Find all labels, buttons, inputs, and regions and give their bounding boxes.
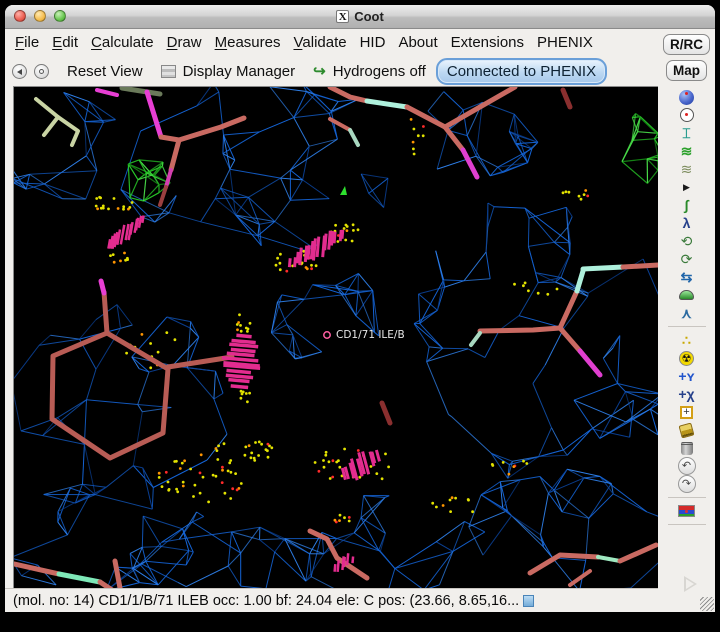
regularize-zone-icon[interactable]: ≋	[680, 161, 693, 177]
sidebar-separator	[667, 497, 706, 498]
toolbar: Reset View Display Manager ↪ Hydrogens o…	[5, 56, 715, 87]
menu-bar: File Edit Calculate Draw Measures Validate HID…	[5, 29, 715, 56]
back-arrow-icon	[16, 68, 22, 75]
delete-item-icon-shape	[680, 441, 693, 455]
jiggle-fit-icon[interactable]: ⋏	[681, 305, 692, 321]
density-mesh	[14, 87, 658, 588]
zoom-button[interactable]	[54, 10, 66, 22]
delete-item-icon[interactable]	[680, 439, 693, 457]
record-icon	[39, 69, 44, 74]
menu-item-hid[interactable]: HID	[359, 34, 386, 51]
record-view-button[interactable]	[34, 64, 49, 79]
x11-app-icon: X	[336, 10, 350, 23]
menu-item-phenix[interactable]: PHENIX	[537, 34, 593, 51]
run-script-button-inner	[686, 579, 694, 589]
view-sphere-icon-shape	[679, 89, 694, 105]
close-button[interactable]	[14, 10, 26, 22]
status-bar: (mol. no: 14) CD1/1/B/71 ILEB occ: 1.00 …	[5, 588, 667, 612]
chain-refine-icon[interactable]: λ	[682, 215, 691, 231]
menu-item-validate[interactable]: Validate	[293, 34, 347, 51]
sidebar-separator	[667, 326, 706, 327]
menu-item-draw[interactable]: Draw	[166, 34, 202, 51]
title-bar[interactable]: X Coot	[5, 5, 715, 29]
clamp-icon[interactable]: ⌶	[682, 125, 691, 141]
sidebar-icon-stack: ⌶ ≋ ≋ ▶ ∫ λ ⟲ ⟳ ⇆ ⋏ ∴ ☢ +ʏ +χ + ↶ ↷	[667, 88, 706, 529]
menu-item-edit[interactable]: Edit	[52, 34, 79, 51]
hydrogens-toggle-button[interactable]: Hydrogens off	[332, 63, 426, 80]
status-text: (mol. no: 14) CD1/1/B/71 ILEB occ: 1.00 …	[13, 592, 520, 609]
right-sidebar: R/RC Map ⌶ ≋ ≋ ▶ ∫ λ ⟲ ⟳ ⇆ ⋏ ∴ ☢ +ʏ +χ + ↶ ↷	[658, 29, 715, 612]
refine-zone-icon[interactable]: ≋	[680, 143, 693, 159]
menu-item-calculate[interactable]: Calculate	[91, 34, 154, 51]
add-marker-icon-shape: +	[680, 405, 693, 419]
window-resize-grip[interactable]	[700, 597, 714, 611]
side-chain-180-icon[interactable]	[679, 286, 694, 304]
contact-dot-clusters	[94, 118, 590, 524]
flag-icon[interactable]	[678, 502, 695, 520]
add-marker-icon[interactable]: +	[680, 403, 693, 421]
statusbar-resize-handle[interactable]	[523, 594, 535, 607]
radioactive-icon[interactable]: ☢	[679, 349, 694, 367]
rotamer-cw-icon[interactable]: ⟳	[680, 251, 693, 267]
flip-peptide-icon[interactable]: ⇆	[680, 269, 693, 285]
map-button[interactable]: Map	[666, 60, 707, 81]
add-terminal-residue-icon[interactable]: +ʏ	[678, 368, 695, 384]
window-title: X Coot	[336, 9, 384, 24]
anisotropic-fans	[107, 215, 381, 573]
menu-item-file[interactable]: File	[15, 34, 40, 51]
difference-density-mesh	[127, 113, 658, 202]
model-sticks	[14, 87, 658, 588]
connected-to-phenix-button[interactable]: Connected to PHENIX	[435, 58, 608, 85]
display-manager-icon	[160, 65, 176, 78]
atom-label-text: CD1/71 ILE/B	[336, 329, 405, 341]
menu-item-measures[interactable]: Measures	[214, 34, 281, 51]
radioactive-icon-shape: ☢	[679, 350, 694, 366]
window-title-text: Coot	[354, 9, 384, 24]
undo-icon[interactable]: ↶	[677, 457, 696, 475]
minimize-button[interactable]	[34, 10, 46, 22]
paint-brush-icon-shape	[678, 422, 695, 438]
expand-tools-icon[interactable]: ▶	[683, 182, 690, 192]
hydrogens-toggle-icon: ↪	[313, 63, 326, 80]
menu-item-about[interactable]: About	[398, 34, 438, 51]
sidebar-separator	[667, 524, 706, 525]
reset-view-button[interactable]: Reset View	[67, 63, 143, 80]
view-sphere-icon[interactable]	[679, 88, 694, 106]
traffic-lights	[14, 10, 66, 22]
menu-item-extensions[interactable]: Extensions	[450, 34, 525, 51]
recentre-target-icon-shape	[679, 108, 694, 122]
add-alt-conf-icon[interactable]: +χ	[678, 386, 695, 402]
ribbon-icon[interactable]: ∫	[684, 197, 689, 213]
molecular-viewport[interactable]: CD1/71 ILE/B	[13, 86, 659, 589]
paint-brush-icon[interactable]	[678, 421, 695, 439]
atom-label: CD1/71 ILE/B	[323, 329, 405, 341]
side-chain-180-icon-shape	[679, 290, 694, 300]
molecular-viewport-scene[interactable]: CD1/71 ILE/B	[14, 87, 658, 588]
rotamer-ccw-icon[interactable]: ⟲	[680, 233, 693, 249]
redo-icon[interactable]: ↷	[677, 475, 696, 493]
display-manager-button[interactable]: Display Manager	[182, 63, 296, 80]
flag-icon-shape	[678, 505, 695, 517]
recentre-target-icon[interactable]	[679, 106, 694, 124]
rrc-button[interactable]: R/RC	[663, 34, 710, 55]
back-view-button[interactable]	[12, 64, 27, 79]
coot-window: X Coot File Edit Calculate Draw Measures Vali…	[5, 5, 715, 612]
mutate-residue-icon[interactable]: ∴	[682, 332, 691, 348]
